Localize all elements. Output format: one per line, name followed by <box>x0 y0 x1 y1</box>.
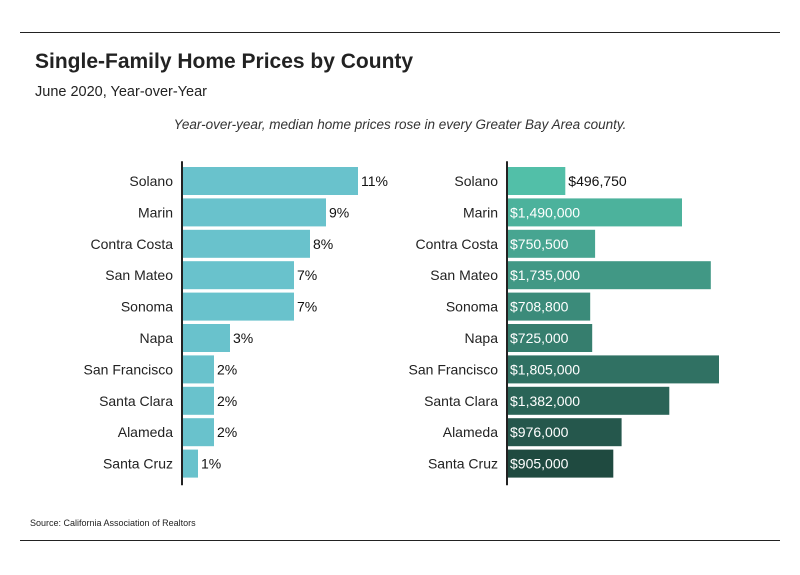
bar <box>182 386 214 415</box>
bar <box>507 261 711 290</box>
value-label: $708,800 <box>510 299 569 315</box>
category-label: Napa <box>465 330 499 346</box>
chart-subtitle: June 2020, Year-over-Year <box>35 84 207 100</box>
chart-annotation: Year-over-year, median home prices rose … <box>173 117 627 132</box>
category-label: Alameda <box>443 424 498 440</box>
source-note: Source: California Association of Realto… <box>30 518 196 528</box>
value-label: 2% <box>217 393 237 409</box>
value-label: $1,490,000 <box>510 204 580 220</box>
bar <box>182 449 198 478</box>
category-label: Contra Costa <box>91 236 174 252</box>
value-label: $1,805,000 <box>510 361 580 377</box>
bar <box>182 324 230 352</box>
bar <box>507 167 566 195</box>
value-label: 7% <box>297 299 317 315</box>
bar <box>182 355 214 384</box>
bar <box>182 198 326 227</box>
value-label: 8% <box>313 236 333 252</box>
bar <box>507 324 593 352</box>
bar <box>507 292 591 321</box>
category-label: Santa Clara <box>424 393 498 409</box>
value-label: 2% <box>217 361 237 377</box>
category-label: Contra Costa <box>416 236 499 252</box>
category-label: Santa Cruz <box>103 456 173 472</box>
value-label: $496,750 <box>568 173 627 189</box>
category-label: Alameda <box>118 424 173 440</box>
category-label: Marin <box>463 204 498 220</box>
bar <box>182 292 294 321</box>
category-label: Marin <box>138 204 173 220</box>
category-label: San Francisco <box>84 361 174 377</box>
bottom-rule <box>20 540 780 541</box>
bar <box>507 449 614 478</box>
category-label: Napa <box>140 330 174 346</box>
top-rule <box>20 32 780 33</box>
value-label: $1,382,000 <box>510 393 580 409</box>
bar <box>182 167 358 195</box>
bar <box>182 418 214 447</box>
chart-title: Single-Family Home Prices by County <box>35 50 414 73</box>
bar <box>182 261 294 290</box>
bar <box>507 355 719 384</box>
value-label: $905,000 <box>510 456 569 472</box>
value-label: 2% <box>217 424 237 440</box>
value-label: 3% <box>233 330 253 346</box>
category-label: Santa Cruz <box>428 456 498 472</box>
bar <box>507 386 670 415</box>
value-label: $1,735,000 <box>510 267 580 283</box>
value-label: 1% <box>201 456 221 472</box>
category-label: San Mateo <box>105 267 173 283</box>
category-label: Sonoma <box>121 299 173 315</box>
category-label: Solano <box>129 173 173 189</box>
value-label: $725,000 <box>510 330 569 346</box>
bar <box>182 229 310 258</box>
category-label: Solano <box>454 173 498 189</box>
category-label: Santa Clara <box>99 393 173 409</box>
category-label: Sonoma <box>446 299 498 315</box>
bar <box>507 198 682 227</box>
value-label: 7% <box>297 267 317 283</box>
bar <box>507 418 622 447</box>
value-label: $750,500 <box>510 236 569 252</box>
value-label: 11% <box>361 173 388 189</box>
value-label: 9% <box>329 204 349 220</box>
category-label: San Francisco <box>409 361 499 377</box>
bar <box>507 229 596 258</box>
category-label: San Mateo <box>430 267 498 283</box>
value-label: $976,000 <box>510 424 569 440</box>
